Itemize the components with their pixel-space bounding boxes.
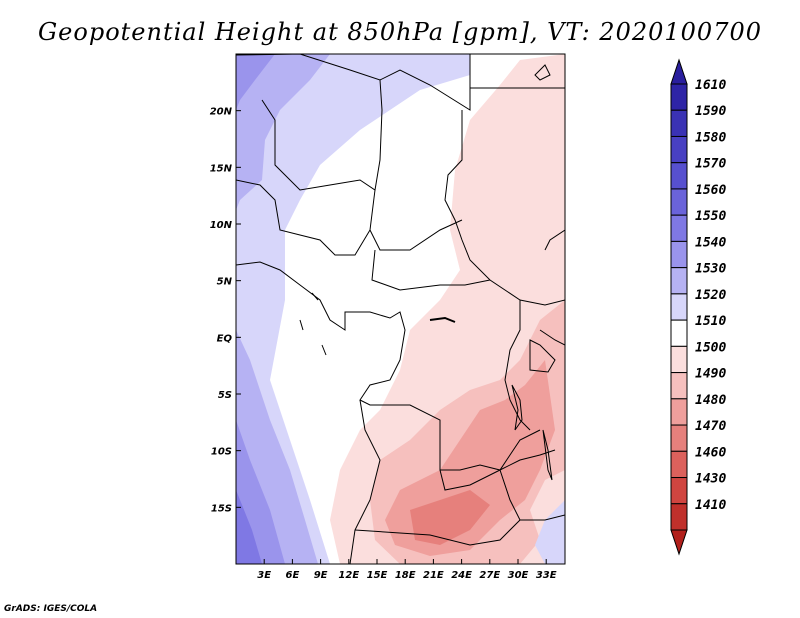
height-field (236, 54, 565, 564)
colorbar-top-arrow (670, 58, 688, 85)
border-sahara (236, 54, 471, 111)
colorbar-swatch (670, 240, 688, 269)
lake-tanganyika (511, 384, 523, 431)
colorbar-swatch (670, 450, 688, 479)
colorbar: 1610 1590 1580 1570 1560 1550 1540 1530 1520 1510… (670, 58, 726, 556)
lon-label: 21E (423, 570, 444, 581)
lat-label: EQ (217, 333, 233, 344)
border-sahel (261, 79, 383, 191)
border-ethiopia (544, 229, 565, 251)
lake-malawi (542, 429, 553, 481)
colorbar-swatch (670, 188, 688, 216)
colorbar-swatch (670, 424, 688, 452)
lat-label: 15S (211, 503, 232, 514)
map-frame (235, 53, 566, 565)
country-borders (236, 54, 565, 564)
colorbar-label: 1510 (695, 314, 726, 329)
lon-label: 33E (536, 570, 557, 581)
colorbar-label: 1520 (695, 288, 726, 303)
lat-label: 5S (218, 390, 232, 401)
colorbar-label: 1460 (695, 445, 726, 460)
colorbar-label: 1550 (695, 209, 726, 224)
colorbar-label: 1560 (695, 183, 726, 198)
colorbar-swatch (670, 503, 688, 531)
lon-label: 12E (338, 570, 359, 581)
lat-label: 15N (210, 163, 233, 174)
grads-credit: GrADS: IGES/COLA (4, 604, 98, 614)
colorbar-label: 1410 (695, 498, 726, 513)
colorbar-bottom-arrow (670, 529, 688, 556)
lon-label: 15E (367, 570, 388, 581)
longitude-axis: 3E 6E 9E 12E 15E 18E 21E 24E 27E 30E 33E (257, 559, 557, 581)
colorbar-swatch (670, 477, 688, 505)
lon-label: 24E (451, 570, 472, 581)
colorbar-swatch (670, 162, 688, 190)
lat-label: 10N (210, 220, 233, 231)
border-mozambique (499, 469, 565, 521)
lon-label: 3E (257, 570, 271, 581)
colorbar-label: 1480 (695, 393, 726, 408)
colorbar-label: 1430 (695, 472, 726, 487)
colorbar-label: 1580 (695, 130, 726, 145)
islands (299, 292, 327, 356)
border-great-lakes (504, 300, 531, 431)
colorbar-swatch (670, 293, 688, 321)
lat-label: 20N (210, 107, 233, 118)
lon-label: 6E (286, 570, 300, 581)
lat-label: 10S (211, 447, 232, 458)
lake-victoria (529, 339, 556, 373)
border-kenya (539, 329, 565, 346)
colorbar-swatch (670, 135, 688, 164)
colorbar-label: 1590 (695, 104, 726, 119)
colorbar-swatch (670, 398, 688, 426)
lon-label: 18E (395, 570, 416, 581)
colorbar-swatch (670, 319, 688, 347)
colorbar-swatch (670, 109, 688, 137)
border-nigeria (236, 179, 371, 256)
colorbar-swatch (670, 267, 688, 295)
colorbar-swatch (670, 372, 688, 400)
field-band-1520 (236, 54, 470, 564)
coast-red-sea (534, 64, 551, 81)
colorbar-label: 1470 (695, 419, 726, 434)
lon-label: 9E (314, 570, 328, 581)
lon-label: 30E (508, 570, 529, 581)
colorbar-swatch (670, 345, 688, 374)
field-band-1530-north (236, 54, 330, 210)
field-band-1470 (410, 490, 490, 545)
map-title: Geopotential Height at 850hPa [gpm], VT:… (38, 18, 762, 46)
field-band-1550-south (236, 490, 262, 564)
lon-label: 27E (479, 570, 500, 581)
colorbar-swatch (670, 214, 688, 242)
colorbar-label: 1490 (695, 367, 726, 382)
lat-label: 5N (217, 277, 233, 288)
border-chad-car (369, 189, 463, 251)
colorbar-swatch (670, 83, 688, 111)
colorbar-label: 1610 (695, 78, 726, 93)
border-angola (349, 399, 381, 564)
river-segment (429, 316, 456, 323)
border-namibia-botswana (354, 519, 521, 546)
colorbar-label: 1540 (695, 235, 726, 250)
field-band-1540-north (236, 54, 275, 110)
field-band-1520-southeast (535, 500, 565, 564)
colorbar-label: 1530 (695, 262, 726, 277)
colorbar-label: 1570 (695, 157, 726, 172)
border-car-drc (371, 249, 491, 291)
border-coast-congo (236, 261, 541, 471)
colorbar-label: 1500 (695, 340, 726, 355)
border-chad-sudan (444, 110, 565, 306)
latitude-axis: 20N 15N 10N 5N EQ 5S 10S 15S (210, 107, 241, 514)
